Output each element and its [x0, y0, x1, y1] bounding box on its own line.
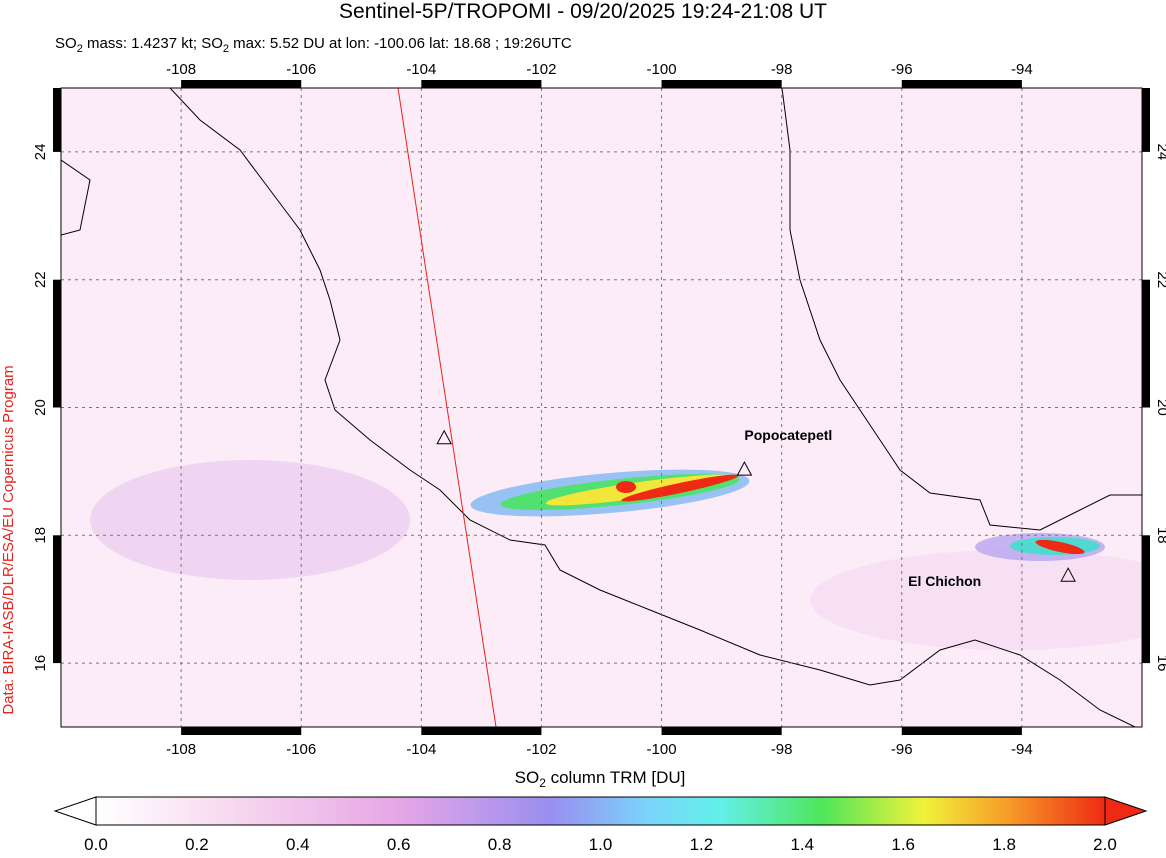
label-part: 2 — [539, 776, 546, 790]
colorbar-under — [53, 796, 97, 826]
y-tick-label: 18 — [32, 527, 49, 544]
coastline — [169, 88, 1136, 727]
frame-bar — [1142, 535, 1150, 664]
frame-bar — [661, 80, 782, 88]
subtitle-part: max: 5.52 DU at lon: -100.06 lat: 18.68 … — [229, 35, 572, 52]
x-tick-label: -102 — [526, 61, 556, 78]
x-tick-label: -96 — [891, 61, 913, 78]
x-tick-label: -100 — [647, 61, 677, 78]
low-so2 — [810, 550, 1142, 650]
colorbar-label: SO2 column TRM [DU] — [515, 768, 686, 790]
x-tick-label: -104 — [406, 61, 436, 78]
title: Sentinel-5P/TROPOMI - 09/20/2025 19:24-2… — [339, 0, 827, 23]
subtitle: SO2 mass: 1.4237 kt; SO2 max: 5.52 DU at… — [55, 35, 572, 55]
frame-bar — [1142, 88, 1150, 152]
volcano — [1060, 567, 1076, 582]
y-tick-label: 16 — [32, 655, 49, 672]
volcano — [436, 429, 452, 445]
colorbar-tick-label: 0.6 — [387, 835, 411, 853]
colorbar-tick-label: 1.6 — [891, 835, 915, 853]
credit: Data: BIRA-IASB/DLR/ESA/EU Copernicus Pr… — [0, 365, 17, 714]
frame-bar — [901, 80, 1022, 88]
x-tick-label: -96 — [891, 741, 913, 758]
x-tick-label: -94 — [1011, 61, 1033, 78]
plume — [1035, 539, 1085, 555]
frame-bar — [421, 80, 542, 88]
frame-bar — [421, 727, 542, 735]
colorbar-tick-label: 1.2 — [690, 835, 714, 853]
x-tick-label: -106 — [286, 741, 316, 758]
frame-bar — [181, 727, 302, 735]
colorbar — [95, 796, 1106, 826]
y-tick-label: 18 — [1154, 527, 1166, 544]
frame-bar — [901, 727, 1022, 735]
x-tick-label: -98 — [771, 61, 793, 78]
label-part: column TRM [DU] — [546, 768, 686, 787]
frame-bar — [53, 88, 61, 152]
colorbar-tick-label: 1.4 — [790, 835, 814, 853]
y-tick-label: 24 — [1154, 144, 1166, 161]
colorbar-tick-label: 1.8 — [992, 835, 1016, 853]
volcano-label: Popocatepetl — [744, 427, 832, 443]
coastline — [781, 88, 1142, 531]
map-frame — [60, 87, 1143, 728]
x-tick-label: -104 — [406, 741, 436, 758]
subtitle-part: mass: 1.4237 kt; SO — [83, 35, 223, 52]
y-tick-label: 16 — [1154, 655, 1166, 672]
colorbar-tick-label: 0.2 — [185, 835, 209, 853]
axes: -108 -108 -106 -106 -104 -104 -102 -102 -100 -100… — [32, 61, 1166, 854]
colorbar-tick-label: 0.8 — [488, 835, 512, 853]
x-tick-label: -94 — [1011, 741, 1033, 758]
plume-popocatepetl — [470, 469, 750, 517]
frame-bar — [661, 727, 782, 735]
subtitle-part: SO — [55, 35, 77, 52]
frame-bar — [53, 535, 61, 664]
y-tick-label: 20 — [32, 399, 49, 416]
volcano — [736, 461, 753, 476]
x-tick-label: -106 — [286, 61, 316, 78]
x-tick-label: -98 — [771, 741, 793, 758]
frame-bar — [181, 80, 302, 88]
plume — [621, 474, 739, 502]
x-tick-label: -108 — [166, 741, 196, 758]
coastline — [61, 159, 91, 236]
x-tick-label: -108 — [166, 61, 196, 78]
frame-bar — [1142, 279, 1150, 408]
x-tick-label: -100 — [647, 741, 677, 758]
subtitle-part: 2 — [223, 43, 229, 55]
y-tick-label: 24 — [32, 144, 49, 161]
y-tick-label: 22 — [1154, 271, 1166, 288]
colorbar-tick-label: 0.4 — [286, 835, 310, 853]
y-tick-label: 20 — [1154, 399, 1166, 416]
plume-el-chichon — [975, 533, 1105, 561]
x-tick-label: -102 — [526, 741, 556, 758]
colorbar-over — [1104, 796, 1148, 826]
plume — [616, 481, 636, 493]
y-tick-label: 22 — [32, 271, 49, 288]
low-so2 — [90, 460, 410, 580]
subtitle-part: 2 — [77, 43, 83, 55]
colorbar-tick-label: 0.0 — [84, 835, 108, 853]
frame-bar — [53, 279, 61, 408]
colorbar-tick-label: 2.0 — [1093, 835, 1117, 853]
colorbar-tick-label: 1.0 — [589, 835, 613, 853]
label-part: SO — [515, 768, 540, 787]
volcano-label: El Chichon — [908, 573, 981, 589]
